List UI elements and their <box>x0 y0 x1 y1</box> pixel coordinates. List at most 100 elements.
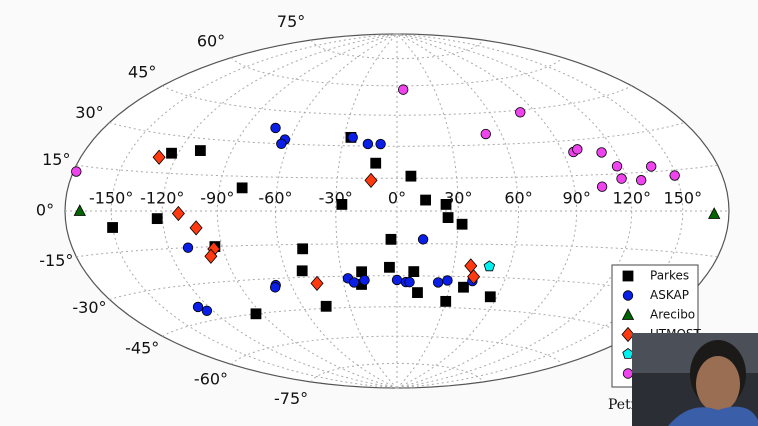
y-tick-label: -60° <box>194 369 228 388</box>
square-marker <box>385 233 397 245</box>
circle-marker <box>276 138 287 150</box>
square-marker <box>107 222 118 233</box>
circle-marker <box>270 122 281 134</box>
circle-marker <box>480 128 491 140</box>
marks <box>71 84 721 320</box>
circle-marker <box>616 173 627 184</box>
pentagon-marker <box>483 260 496 272</box>
meridian <box>396 33 520 389</box>
square-marker <box>166 147 177 159</box>
y-tick-label: -45° <box>125 338 159 357</box>
square-marker <box>440 199 452 210</box>
parallel <box>230 57 564 87</box>
square-marker <box>440 295 452 307</box>
parallel <box>310 362 484 383</box>
y-tick-label: 75° <box>277 12 305 31</box>
circle-marker <box>635 175 647 186</box>
x-tick-label: 0° <box>388 189 406 208</box>
diamond-marker <box>467 269 481 285</box>
legend-label: ASKAP <box>650 288 689 302</box>
circle-marker <box>359 274 370 286</box>
triangle-marker <box>621 308 635 320</box>
square-marker <box>405 170 417 182</box>
square-marker <box>442 212 454 223</box>
circle-marker <box>596 147 607 158</box>
webcam <box>632 333 758 426</box>
circle-marker <box>347 132 358 143</box>
circle-marker <box>375 138 386 150</box>
diamond-marker <box>364 172 378 189</box>
square-marker <box>456 218 468 230</box>
parallel <box>76 243 718 258</box>
square-marker <box>336 199 348 210</box>
meridian <box>396 33 633 389</box>
meridian <box>396 33 684 389</box>
circle-marker <box>192 301 204 313</box>
diamond-marker <box>171 205 185 222</box>
circle-marker <box>201 305 213 316</box>
meridian <box>110 33 398 389</box>
diamond-marker <box>204 248 218 264</box>
grid: -150° -120° -90° -60° -30° 0° 30° 60° 90° 120° 150… <box>36 12 730 408</box>
circle-marker <box>417 234 429 245</box>
square-marker <box>236 182 248 194</box>
x-tick-label: -150° <box>89 189 133 208</box>
x-tick-label: -120° <box>140 189 184 208</box>
square-marker <box>384 261 395 273</box>
diamond-marker <box>310 275 324 292</box>
circle-marker <box>432 277 444 288</box>
circle-marker <box>611 161 623 172</box>
triangle-marker <box>73 204 86 216</box>
parallel <box>310 39 484 60</box>
circle-marker <box>269 282 281 293</box>
x-tick-label: -60° <box>258 189 292 208</box>
diamond-marker <box>189 220 203 236</box>
circle-marker <box>669 170 680 181</box>
circle-marker <box>442 275 453 286</box>
square-marker <box>250 308 262 320</box>
circle-marker <box>515 107 526 118</box>
webcam-shirt <box>668 406 758 426</box>
square-marker <box>484 291 496 303</box>
diamond-marker <box>152 149 166 165</box>
circle-marker <box>348 277 360 288</box>
webcam-face <box>696 356 740 412</box>
y-tick-label: -30° <box>72 298 106 317</box>
parallel <box>230 335 564 365</box>
legend-label: Parkes <box>650 269 689 283</box>
square-marker <box>194 145 206 156</box>
y-tick-label: 45° <box>128 63 156 82</box>
meridian <box>216 33 398 389</box>
diamond-marker <box>621 326 635 343</box>
circle-marker <box>622 290 634 301</box>
circle-marker <box>404 276 415 288</box>
parallel <box>109 275 685 300</box>
y-tick-label: 60° <box>197 32 225 51</box>
square-marker <box>622 270 634 282</box>
circle-marker <box>645 161 657 172</box>
x-tick-label: 60° <box>504 189 532 208</box>
triangle-marker <box>708 207 721 219</box>
circle-marker <box>622 368 634 379</box>
square-marker <box>297 243 309 255</box>
parallel <box>76 164 718 179</box>
x-tick-label: -90° <box>200 189 234 208</box>
x-tick-label: 90° <box>562 189 590 208</box>
square-marker <box>296 265 308 277</box>
square-marker <box>151 213 163 225</box>
square-marker <box>320 300 332 312</box>
legend-label: Arecibo <box>650 308 695 322</box>
circle-marker <box>398 84 409 95</box>
circle-marker <box>572 144 583 155</box>
x-tick-label: 150° <box>664 189 703 208</box>
square-marker <box>370 157 382 169</box>
square-marker <box>420 194 431 206</box>
x-tick-label: -30° <box>319 189 353 208</box>
y-tick-label: -75° <box>274 389 308 408</box>
circle-marker <box>71 166 82 177</box>
square-marker <box>408 266 420 278</box>
y-tick-label: 15° <box>42 150 70 169</box>
caption: Petr <box>608 397 638 413</box>
y-tick-label: 0° <box>36 201 54 220</box>
